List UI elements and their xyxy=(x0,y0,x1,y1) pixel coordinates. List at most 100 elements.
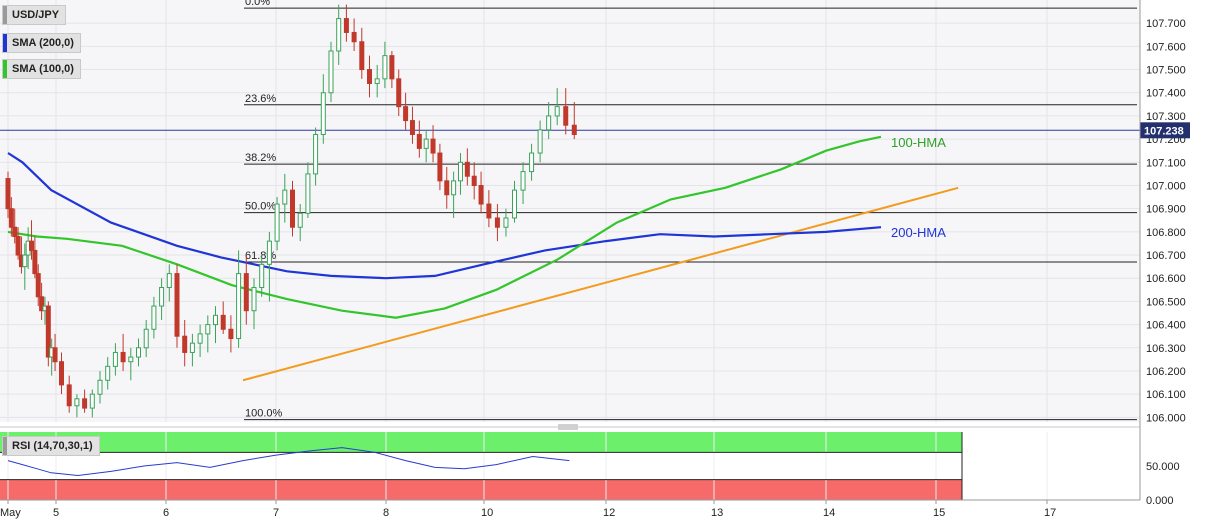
y-tick-label: 106.000 xyxy=(1146,412,1186,424)
candle-body xyxy=(228,328,234,340)
candle-body xyxy=(8,208,14,228)
hma200-label: 200-HMA xyxy=(891,225,946,240)
candle-body xyxy=(512,189,517,219)
candle-body xyxy=(336,18,342,52)
rsi-y-tick-label: 50.000 xyxy=(1146,461,1180,473)
candle-body xyxy=(12,226,18,238)
candle-body xyxy=(213,314,218,326)
symbol-swatch xyxy=(3,6,7,24)
fib-label: 23.6% xyxy=(245,93,276,105)
candle-body xyxy=(430,138,436,154)
candle-body xyxy=(546,115,552,131)
y-tick-label: 107.000 xyxy=(1146,180,1186,192)
candle-body xyxy=(274,203,280,242)
candle-body xyxy=(520,171,526,191)
candle-body xyxy=(39,296,45,312)
candle-body xyxy=(374,78,380,84)
rsi-overbought-zone xyxy=(0,432,962,453)
candle-body xyxy=(143,328,149,349)
current-price-badge xyxy=(1140,122,1190,139)
x-tick-label: 15 xyxy=(933,507,945,519)
candle-body xyxy=(444,180,450,196)
sma200-legend-text: SMA (200,0) xyxy=(12,37,74,49)
candle-body xyxy=(32,249,38,275)
candle-body xyxy=(328,50,334,94)
x-tick-label: May xyxy=(0,507,21,519)
candle-body xyxy=(120,351,126,363)
candle-body xyxy=(494,217,500,228)
candle-body xyxy=(464,161,470,177)
y-tick-label: 107.300 xyxy=(1146,111,1186,123)
sma200-legend: SMA (200,0) xyxy=(2,33,81,53)
current-price-label: 107.238 xyxy=(1144,125,1184,137)
candle-body xyxy=(236,273,242,340)
candle-body xyxy=(290,189,295,228)
fib-label: 0.0% xyxy=(245,0,270,8)
y-tick-label: 106.800 xyxy=(1146,227,1186,239)
sma100-legend-swatch xyxy=(3,60,7,78)
candle-body xyxy=(351,31,357,43)
rsi-legend: RSI (14,70,30,1) xyxy=(2,436,100,456)
support-trendline xyxy=(242,186,959,382)
hma200-line xyxy=(7,152,882,280)
rsi-legend-swatch xyxy=(3,437,7,455)
candle-body xyxy=(389,55,395,80)
candle-body xyxy=(74,398,80,407)
candle-body xyxy=(451,180,457,196)
candle-body xyxy=(297,212,303,228)
candle-body xyxy=(367,69,372,84)
y-tick-label: 106.700 xyxy=(1146,250,1186,262)
x-tick-label: 8 xyxy=(383,507,389,519)
candle-body xyxy=(166,273,172,289)
candle-body xyxy=(89,393,95,409)
candle-body xyxy=(59,361,64,386)
candle-body xyxy=(243,273,249,312)
candle-body xyxy=(437,152,443,182)
hma100-line xyxy=(7,135,882,319)
candle-body xyxy=(29,240,35,251)
x-tick-label: 14 xyxy=(823,507,835,519)
candle-body xyxy=(320,92,326,135)
candle-body xyxy=(503,217,509,228)
candle-body xyxy=(112,351,118,367)
x-tick-label: 12 xyxy=(603,507,615,519)
y-tick-label: 106.600 xyxy=(1146,273,1186,285)
candle-body xyxy=(478,184,484,205)
candle-body xyxy=(382,55,388,80)
candle-body xyxy=(251,287,257,312)
candle-body xyxy=(52,347,58,363)
symbol-label-text: USD/JPY xyxy=(12,9,60,21)
candle-body xyxy=(66,384,72,407)
candle-body xyxy=(537,129,543,154)
candle-body xyxy=(529,152,535,173)
rsi-oversold-zone xyxy=(0,479,962,500)
x-tick-label: 10 xyxy=(481,507,493,519)
y-tick-label: 106.400 xyxy=(1146,320,1186,332)
x-tick-label: 7 xyxy=(273,507,279,519)
candle-body xyxy=(5,178,11,210)
candle-body xyxy=(282,189,288,205)
y-tick-label: 107.500 xyxy=(1146,65,1186,77)
candle-body xyxy=(396,78,402,108)
rsi-y-tick-label: 0.000 xyxy=(1146,495,1174,507)
candle-body xyxy=(136,347,141,358)
candle-body xyxy=(189,342,195,353)
candle-body xyxy=(403,106,409,122)
price-plot-area xyxy=(0,0,1140,422)
candle-body xyxy=(409,120,415,135)
candle-body xyxy=(423,138,429,149)
candle-body xyxy=(128,356,134,363)
candle-body xyxy=(35,273,41,298)
rsi-line xyxy=(7,447,570,477)
candle-body xyxy=(416,133,422,149)
rsi-legend-text: RSI (14,70,30,1) xyxy=(12,440,93,452)
candle-body xyxy=(45,305,51,358)
y-tick-label: 107.400 xyxy=(1146,88,1186,100)
y-tick-label: 106.100 xyxy=(1146,389,1186,401)
candle-body xyxy=(266,240,272,265)
x-tick-label: 13 xyxy=(711,507,723,519)
y-tick-label: 107.100 xyxy=(1146,157,1186,169)
symbol-label: USD/JPY xyxy=(2,5,67,25)
candle-body xyxy=(159,287,165,307)
candle-body xyxy=(82,398,88,409)
